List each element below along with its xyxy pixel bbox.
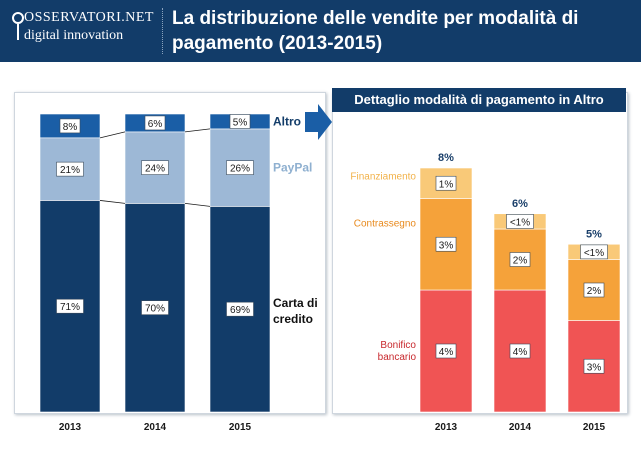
data-label-left-0-2014-box: [141, 300, 169, 316]
data-label-left-1-2014: 24%: [145, 164, 165, 175]
connector-line: [184, 203, 211, 207]
x-tick-left-2013: 2013: [59, 422, 82, 433]
data-label-left-0-2014: 70%: [145, 304, 165, 315]
total-label-2014: 6%: [512, 198, 528, 210]
right-chart-title: Dettaglio modalità di pagamento in Altro: [332, 88, 626, 112]
data-label-left-0-2013: 71%: [60, 302, 80, 313]
data-label-right-0-2014: 4%: [513, 347, 528, 358]
data-label-left-0-2015-box: [226, 301, 254, 317]
detail-arrow-icon: [305, 104, 332, 140]
data-label-left-2-2014-box: [144, 115, 166, 131]
data-label-right-2-2013-box: [435, 175, 457, 191]
connector-line: [99, 200, 126, 204]
data-label-right-2-2013: 1%: [439, 179, 454, 190]
data-label-right-0-2013: 4%: [439, 347, 454, 358]
magnifier-icon: [12, 12, 24, 24]
data-label-right-1-2014-box: [509, 252, 531, 267]
data-label-right-0-2014-box: [509, 343, 531, 359]
x-tick-left-2014: 2014: [144, 422, 167, 433]
data-label-left-1-2015-box: [226, 160, 254, 175]
data-label-right-0-2015-box: [583, 358, 605, 374]
x-tick-right-2015: 2015: [583, 422, 606, 433]
x-tick-left-2015: 2015: [229, 422, 252, 433]
series-label-paypal: PayPal: [273, 161, 312, 175]
bar-contrassegno-2014: [493, 228, 547, 291]
data-label-left-2-2013-box: [59, 118, 81, 134]
series-label-bonifico-2: bancario: [378, 352, 417, 363]
total-label-2015: 5%: [586, 228, 602, 240]
data-label-left-2-2015-box: [229, 114, 251, 129]
series-label-bonifico-1: Bonifico: [380, 340, 416, 351]
logo-tagline: digital innovation: [24, 28, 124, 43]
data-label-left-1-2013: 21%: [60, 165, 80, 176]
bar-bonifico-bancario-2015: [567, 320, 621, 413]
series-label-finanziamento: Finanziamento: [350, 171, 416, 182]
data-label-right-2-2014-box: [506, 214, 534, 229]
series-label-altro: Altro: [273, 114, 301, 128]
logo-name: OSSERVATORI.NET: [24, 10, 154, 25]
total-label-2013: 8%: [438, 152, 454, 164]
data-label-right-0-2013-box: [435, 343, 457, 359]
connector-line: [184, 128, 211, 133]
data-label-right-1-2013-box: [435, 236, 457, 252]
page-title: La distribuzione delle vendite per modal…: [172, 8, 579, 54]
data-label-left-2-2014: 6%: [148, 119, 163, 130]
data-label-right-0-2015: 3%: [587, 362, 602, 373]
connector-line: [99, 131, 126, 139]
series-label-carta-di-credito-1: Carta di: [273, 296, 318, 310]
data-label-left-2-2013: 8%: [63, 122, 78, 133]
data-label-right-2-2015: <1%: [584, 248, 604, 259]
data-label-right-2-2015-box: [580, 244, 608, 260]
magnifier-handle: [17, 24, 19, 40]
header-divider: [162, 8, 163, 54]
data-label-right-1-2014: 2%: [513, 256, 528, 267]
data-label-left-2-2015: 5%: [233, 117, 248, 128]
data-label-right-1-2015-box: [583, 282, 605, 298]
x-tick-right-2014: 2014: [509, 422, 532, 433]
series-label-contrassegno: Contrassegno: [354, 218, 417, 229]
logo: OSSERVATORI.NET digital innovation: [12, 10, 154, 50]
data-label-right-1-2015: 2%: [587, 286, 602, 297]
series-label-carta-di-credito-2: credito: [273, 312, 313, 326]
data-label-left-1-2013-box: [56, 161, 84, 177]
data-label-left-0-2015: 69%: [230, 305, 250, 316]
data-label-left-1-2015: 26%: [230, 164, 250, 175]
data-label-left-0-2013-box: [56, 298, 84, 314]
x-tick-right-2013: 2013: [435, 422, 458, 433]
header-bar: OSSERVATORI.NET digital innovation La di…: [0, 0, 641, 62]
data-label-left-1-2014-box: [141, 160, 169, 175]
data-label-right-2-2014: <1%: [510, 217, 530, 228]
data-label-right-1-2013: 3%: [439, 240, 454, 251]
